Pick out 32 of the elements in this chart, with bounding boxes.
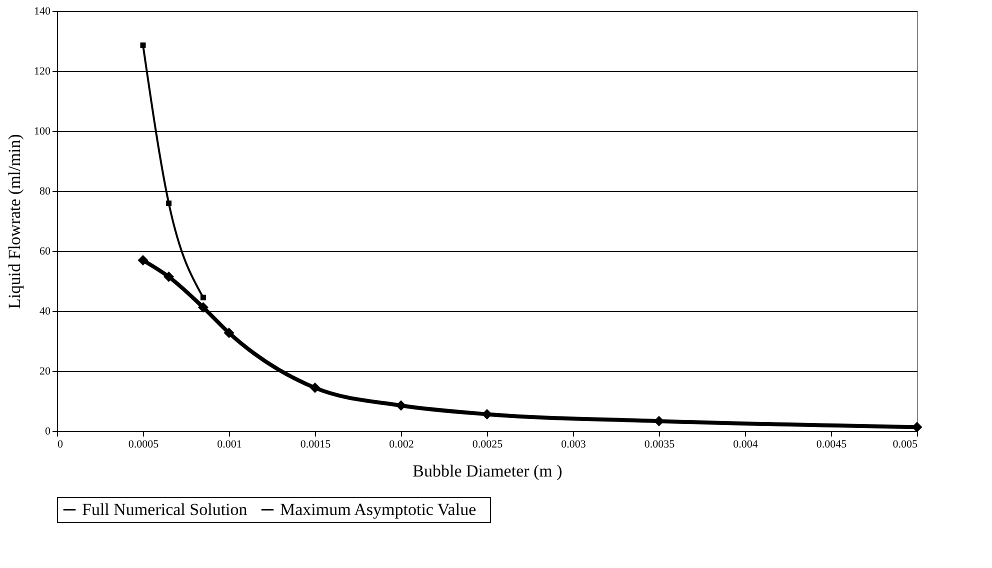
y-tick-label: 80 [40,186,51,198]
y-tick-label: 100 [34,126,51,138]
x-tick-label: 0.003 [561,438,586,450]
x-tick-label: 0.004 [733,438,758,450]
x-tick-label: 0.0015 [300,438,332,450]
y-tick-label: 120 [34,66,51,78]
point [310,382,320,394]
point [224,328,234,338]
y-tick-label: 40 [40,306,51,318]
point [198,302,208,313]
x-tick-label: 0 [58,438,64,450]
point [164,272,174,282]
point [138,255,148,266]
point [396,400,406,411]
point [140,42,146,48]
y-tick-label: 140 [34,6,51,18]
x-tick-label: 0.0005 [128,438,160,450]
y-tick-label: 0 [45,426,51,438]
x-tick-label: 0.001 [217,438,242,450]
x-axis-title: Bubble Diameter (m ) [412,462,562,480]
y-axis-title: Liquid Flowrate (ml/min) [5,134,24,309]
x-tick-label: 0.0045 [816,438,848,450]
x-tick-label: 0.002 [389,438,414,450]
x-tick-label: 0.005 [892,438,918,450]
y-tick-label: 20 [40,366,51,378]
x-tick-label: 0.0035 [644,438,676,450]
legend-label: Full Numerical Solution [82,500,248,519]
point [200,294,206,300]
point [166,200,172,206]
legend-label: Maximum Asymptotic Value [280,500,476,519]
y-tick-label: 60 [40,246,51,258]
x-tick-label: 0.0025 [472,438,504,450]
